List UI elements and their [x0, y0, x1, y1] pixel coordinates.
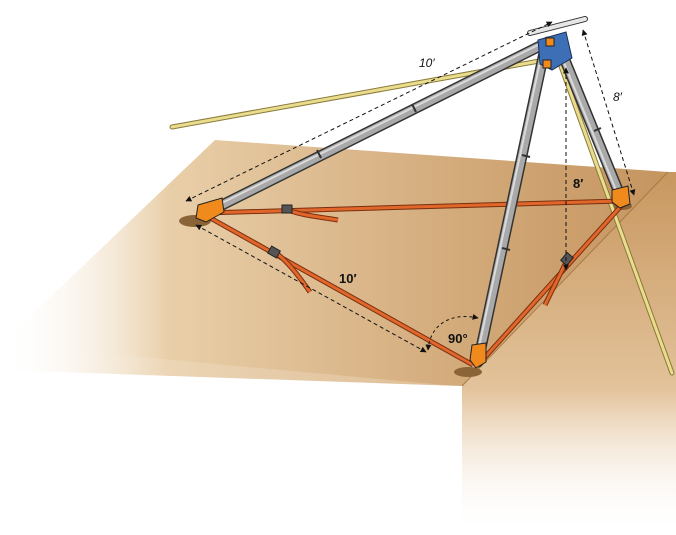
dimension-lines: [185, 21, 636, 353]
label-vertical-height: 8′: [573, 176, 583, 191]
dim-angle-arc: [425, 313, 479, 351]
head-orange-clip: [545, 37, 555, 47]
ground-side-wall: [462, 172, 676, 535]
label-angle: 90°: [448, 331, 468, 346]
dim-leg-side: [581, 29, 636, 196]
label-ground-distance: 10′: [339, 271, 357, 286]
ground-front-edge: [0, 345, 462, 386]
dim-leg-top: [185, 21, 553, 202]
strap-buckle-1: [281, 204, 293, 214]
ground-edge-line: [461, 171, 669, 387]
label-leg-length-top: 10′: [419, 56, 435, 70]
ground: [0, 140, 676, 535]
dim-ground-distance: [195, 224, 427, 353]
label-leg-length-side: 8′: [613, 90, 623, 104]
anchor-hole-front: [454, 367, 482, 377]
